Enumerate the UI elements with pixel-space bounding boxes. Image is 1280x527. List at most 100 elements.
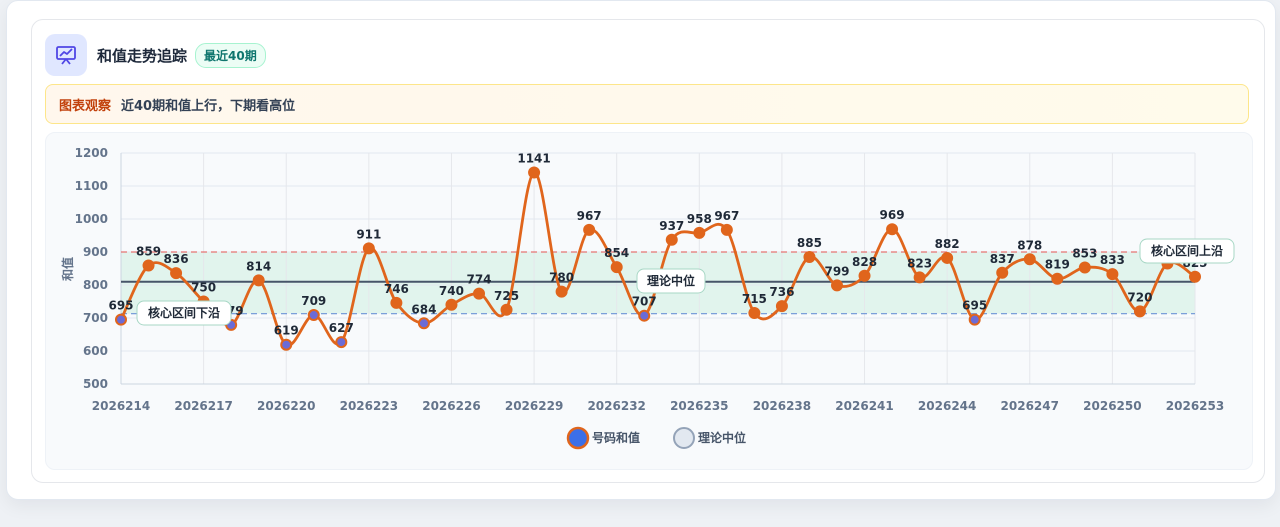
sum-value-label: 1141 <box>517 151 550 165</box>
sum-data-point[interactable] <box>335 336 348 349</box>
sum-data-point[interactable] <box>115 313 127 326</box>
sum-data-point[interactable] <box>803 250 816 263</box>
sum-data-point[interactable] <box>583 223 596 236</box>
legend-median-label[interactable]: 理论中位 <box>698 430 746 445</box>
sum-data-point[interactable] <box>142 259 155 272</box>
sum-value-label: 695 <box>108 299 133 313</box>
sum-data-point[interactable] <box>638 309 651 322</box>
sum-data-point[interactable] <box>720 223 733 236</box>
y-tick-label: 800 <box>83 278 108 292</box>
y-tick-label: 1200 <box>75 146 108 160</box>
sum-value-label: 725 <box>494 289 519 303</box>
y-tick-label: 500 <box>83 377 108 391</box>
page-container: 和值走势追踪 最近40期 图表观察 近40期和值上行，下期看高位 500 600 7… <box>6 0 1276 500</box>
card-header: 和值走势追踪 最近40期 <box>45 34 266 76</box>
sum-value-label: 750 <box>191 281 216 295</box>
sum-data-point[interactable] <box>1133 305 1146 318</box>
upper-bound-callout-box <box>1139 238 1235 264</box>
sum-value-label: 836 <box>164 252 189 266</box>
sum-value-label: 799 <box>824 264 849 278</box>
x-tick-label: 2026220 <box>257 399 315 413</box>
sum-data-point[interactable] <box>252 274 265 287</box>
x-tick-label: 2026253 <box>1166 399 1224 413</box>
observation-tag: 图表观察 <box>59 98 112 114</box>
sum-value-label: 823 <box>907 256 932 270</box>
sum-data-point[interactable] <box>1023 253 1036 266</box>
sum-value-label: 780 <box>549 271 574 285</box>
sum-data-point[interactable] <box>968 313 981 326</box>
sum-value-label: 854 <box>604 246 629 260</box>
sum-value-label: 859 <box>136 245 161 259</box>
observation-text: 近40期和值上行，下期看高位 <box>121 98 296 114</box>
sum-value-label: 720 <box>1127 290 1152 304</box>
sum-data-point[interactable] <box>913 271 926 284</box>
sum-value-label: 853 <box>1072 247 1097 261</box>
sum-value-label: 837 <box>990 252 1015 266</box>
sum-value-label: 684 <box>411 302 436 316</box>
y-tick-label: 700 <box>83 311 108 325</box>
x-tick-label: 2026214 <box>92 399 150 413</box>
sum-data-point[interactable] <box>280 338 293 351</box>
sum-data-point[interactable] <box>500 303 513 316</box>
sum-data-point[interactable] <box>748 307 761 320</box>
sum-value-label: 967 <box>577 209 602 223</box>
card-title: 和值走势追踪 <box>97 46 188 65</box>
x-tick-label: 2026217 <box>174 399 232 413</box>
sum-value-label: 878 <box>1017 238 1042 252</box>
x-tick-label: 2026226 <box>422 399 480 413</box>
sum-data-point[interactable] <box>996 266 1009 279</box>
sum-data-point[interactable] <box>362 242 375 255</box>
legend-median-marker[interactable] <box>673 427 695 449</box>
x-tick-label: 2026250 <box>1083 399 1141 413</box>
legend-sum-marker[interactable] <box>566 426 590 450</box>
sum-data-point[interactable] <box>1078 261 1091 274</box>
sum-data-point[interactable] <box>528 166 541 179</box>
sum-data-point[interactable] <box>307 309 320 322</box>
sum-data-point[interactable] <box>170 267 183 280</box>
sum-value-label: 736 <box>769 285 794 299</box>
sum-data-point[interactable] <box>831 279 843 292</box>
sum-value-label: 911 <box>356 227 381 241</box>
sum-data-point[interactable] <box>665 233 678 246</box>
observation-banner: 图表观察 近40期和值上行，下期看高位 <box>45 84 1249 124</box>
y-tick-label: 900 <box>83 245 108 259</box>
median-callout-box <box>636 268 706 294</box>
sum-value-label: 746 <box>384 282 409 296</box>
sum-trend-card: 和值走势追踪 最近40期 图表观察 近40期和值上行，下期看高位 500 600 7… <box>31 19 1265 483</box>
sum-value-label: 709 <box>301 294 326 308</box>
sum-data-point[interactable] <box>1189 270 1201 283</box>
sum-data-point[interactable] <box>473 287 485 300</box>
sum-value-label: 695 <box>962 299 987 313</box>
sum-value-label: 740 <box>439 284 464 298</box>
sum-data-point[interactable] <box>1106 268 1119 281</box>
sum-data-point[interactable] <box>445 298 458 311</box>
x-tick-label: 2026235 <box>670 399 728 413</box>
sum-value-label: 828 <box>852 255 877 269</box>
x-tick-label: 2026232 <box>587 399 645 413</box>
x-tick-label: 2026244 <box>918 399 976 413</box>
sum-value-label: 882 <box>935 237 960 251</box>
sum-value-label: 707 <box>632 295 657 309</box>
sum-data-point[interactable] <box>858 269 871 282</box>
sum-data-point[interactable] <box>775 300 788 313</box>
sum-data-point[interactable] <box>941 251 954 264</box>
y-tick-label: 600 <box>83 344 108 358</box>
sum-value-label: 814 <box>246 259 271 273</box>
sum-data-point[interactable] <box>610 261 623 274</box>
lower-bound-callout: 核心区间下沿 <box>148 305 220 320</box>
sum-value-label: 958 <box>687 212 712 226</box>
sum-data-point[interactable] <box>693 226 706 239</box>
lower-bound-callout-box <box>136 300 232 326</box>
upper-bound-callout: 核心区间上沿 <box>1151 243 1223 258</box>
sum-value-label: 969 <box>880 208 905 222</box>
sum-line-chart: 500 600 700 800 900 1000 1100 1200 2026214 202621… <box>60 146 1235 450</box>
sum-value-label: 833 <box>1100 253 1125 267</box>
y-tick-label: 1100 <box>75 179 108 193</box>
sum-data-point[interactable] <box>417 317 430 330</box>
sum-data-point[interactable] <box>390 296 403 309</box>
sum-data-point[interactable] <box>1051 272 1064 285</box>
sum-data-point[interactable] <box>555 285 568 298</box>
legend-sum-label[interactable]: 号码和值 <box>592 430 640 445</box>
sum-value-label: 627 <box>329 321 354 335</box>
sum-data-point[interactable] <box>886 223 899 236</box>
